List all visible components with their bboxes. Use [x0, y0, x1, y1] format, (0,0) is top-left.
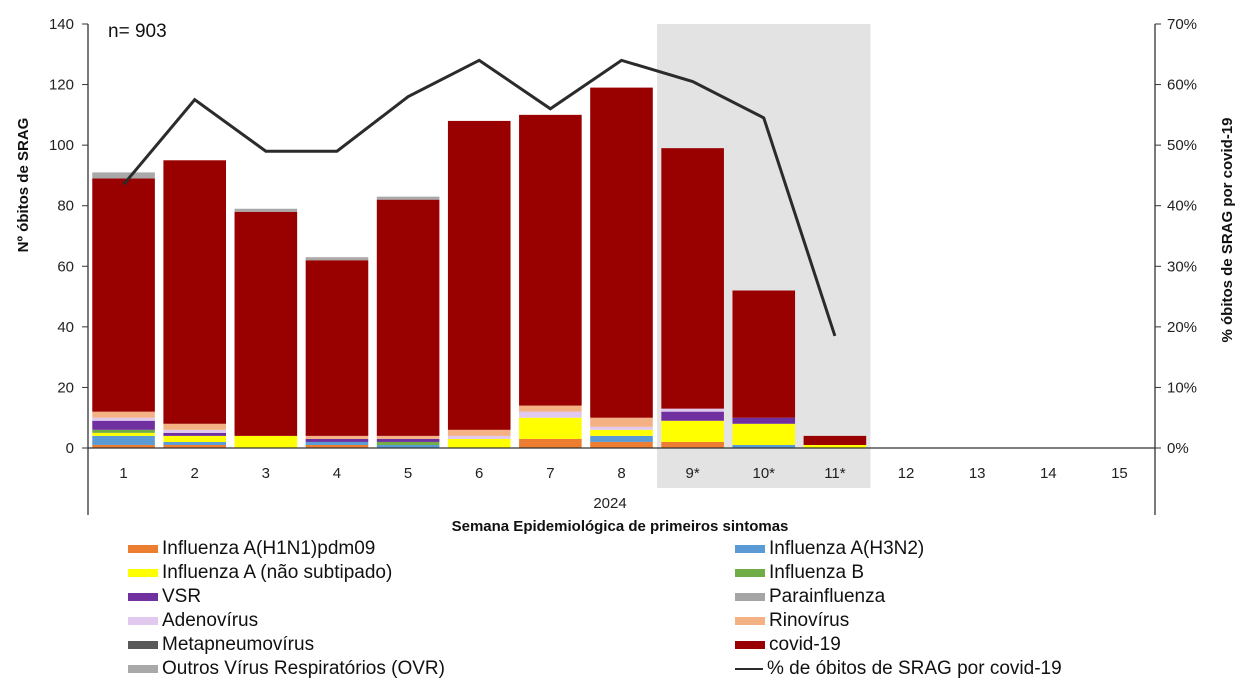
bar-segment-4-7: [305, 435, 369, 439]
bar-segment-1-0: [92, 444, 155, 448]
y2-axis-title: % óbitos de SRAG por covid-19: [1219, 117, 1236, 342]
bar-segment-5-10: [376, 196, 440, 200]
x-tick-label: 9*: [686, 465, 700, 482]
x-tick-label: 12: [898, 465, 915, 482]
bar-segment-9-9: [661, 148, 724, 409]
x-tick-label: 14: [1040, 465, 1057, 482]
bar-segment-6-9: [447, 120, 511, 430]
bar-segment-10-1: [732, 444, 796, 448]
bar-segment-4-10: [305, 257, 369, 261]
y-tick-label: 140: [49, 16, 74, 33]
sample-size-label: n= 903: [108, 21, 167, 42]
x-tick-label: 11*: [824, 465, 846, 482]
bar-segment-5-7: [376, 435, 440, 439]
bar-segment-6-7: [447, 429, 511, 436]
bar-segment-2-4: [163, 432, 226, 436]
bar-segment-8-1: [590, 435, 653, 442]
bar-segment-2-2: [163, 435, 226, 442]
bar-segment-5-9: [376, 199, 440, 436]
bar-segment-8-6: [590, 426, 653, 430]
bar-segment-6-6: [447, 435, 511, 439]
bar-segment-9-4: [661, 411, 724, 421]
bar-segment-1-3: [92, 429, 155, 433]
x-tick-label: 15: [1111, 465, 1128, 482]
bar-segment-5-4: [376, 438, 440, 442]
x-tick-label: 8: [617, 465, 625, 482]
bar-segment-4-0: [305, 444, 369, 448]
y2-tick-label: 10%: [1167, 379, 1197, 396]
bar-segment-5-3: [376, 441, 440, 445]
x-tick-label: 3: [262, 465, 270, 482]
y-axis-title: Nº óbitos de SRAG: [15, 118, 32, 253]
x-tick-label: 6: [475, 465, 483, 482]
bar-segment-1-10: [92, 172, 155, 179]
bar-segment-1-7: [92, 411, 155, 418]
bar-segment-3-2: [234, 435, 298, 448]
covid-percent-line: [122, 58, 837, 337]
bar-segment-3-10: [234, 208, 298, 212]
bar-segment-2-7: [163, 423, 226, 430]
bar-segment-9-2: [661, 420, 724, 442]
x-axis-title: Semana Epidemiológica de primeiros sinto…: [452, 518, 789, 535]
bar-segment-5-1: [376, 444, 440, 448]
bar-segment-8-7: [590, 417, 653, 427]
x-tick-label: 7: [546, 465, 554, 482]
bar-segment-7-6: [519, 411, 582, 418]
bar-segment-2-9: [163, 160, 226, 424]
bar-segment-10-9: [732, 290, 796, 418]
y-tick-label: 120: [49, 77, 74, 94]
y2-tick-label: 30%: [1167, 258, 1197, 275]
bar-segment-1-9: [92, 178, 155, 412]
bar-segment-1-2: [92, 432, 155, 436]
bar-segment-1-6: [92, 417, 155, 421]
bar-segment-2-1: [163, 441, 226, 445]
bar-segment-4-4: [305, 438, 369, 442]
x-tick-label: 13: [969, 465, 986, 482]
bars-group: [92, 87, 867, 448]
bar-segment-6-2: [447, 438, 511, 448]
bar-segment-11-2: [803, 444, 867, 448]
y2-tick-label: 0%: [1167, 440, 1189, 457]
bar-segment-9-0: [661, 441, 724, 448]
bar-segment-7-7: [519, 405, 582, 412]
x-tick-label: 4: [333, 465, 341, 482]
y2-tick-label: 60%: [1167, 77, 1197, 94]
bar-segment-10-4: [732, 417, 796, 424]
bar-segment-1-1: [92, 435, 155, 445]
y2-tick-label: 20%: [1167, 319, 1197, 336]
x-tick-label: 1: [119, 465, 127, 482]
bar-segment-7-9: [519, 114, 582, 406]
bar-segment-8-0: [590, 441, 653, 448]
bar-segment-3-9: [234, 211, 298, 436]
y2-tick-label: 70%: [1167, 16, 1197, 33]
bar-segment-7-2: [519, 417, 582, 439]
y2-tick-label: 40%: [1167, 198, 1197, 215]
axes-group: 0 20 40 60 80 100 120 140 0% 10% 20% 30% 40% 50% 60% 70…: [49, 16, 1197, 515]
y-tick-label: 80: [57, 198, 74, 215]
x-tick-label: 10*: [753, 465, 776, 482]
bar-segment-9-6: [661, 408, 724, 412]
y2-tick-label: 50%: [1167, 137, 1197, 154]
bar-segment-1-4: [92, 420, 155, 430]
y-tick-label: 100: [49, 137, 74, 154]
y-tick-label: 0: [66, 440, 74, 457]
bar-segment-10-2: [732, 423, 796, 445]
y-tick-label: 60: [57, 258, 74, 275]
bar-segment-2-0: [163, 444, 226, 448]
bar-segment-8-9: [590, 87, 653, 418]
bar-segment-2-6: [163, 429, 226, 433]
x-tick-label: 2: [191, 465, 199, 482]
bar-segment-4-9: [305, 260, 369, 436]
x-tick-label: 5: [404, 465, 412, 482]
bar-segment-11-9: [803, 435, 867, 445]
bar-segment-7-0: [519, 438, 582, 448]
bar-segment-4-1: [305, 441, 369, 445]
y-tick-label: 20: [57, 379, 74, 396]
y-tick-label: 40: [57, 319, 74, 336]
bar-segment-8-2: [590, 429, 653, 436]
year-label: 2024: [593, 495, 626, 512]
